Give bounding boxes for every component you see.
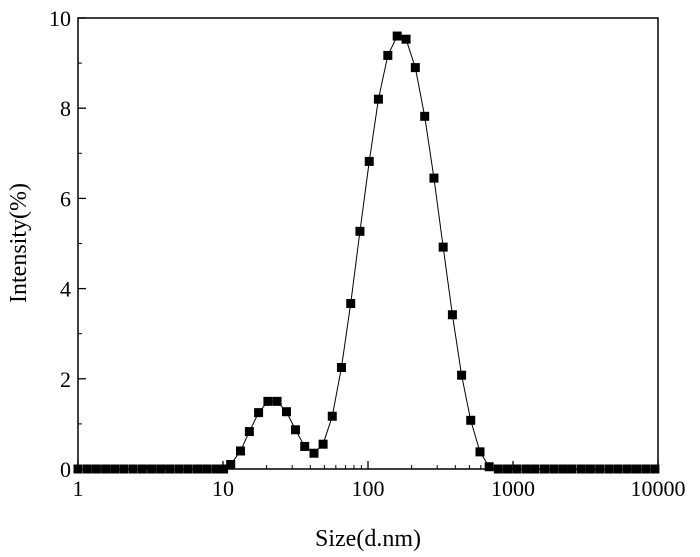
data-point xyxy=(484,462,494,472)
data-point xyxy=(595,464,605,474)
data-point xyxy=(128,464,138,474)
data-point xyxy=(355,226,365,236)
data-point xyxy=(410,63,420,73)
y-tick-label: 4 xyxy=(60,277,71,302)
data-point xyxy=(392,31,402,41)
data-point xyxy=(604,464,614,474)
data-point xyxy=(101,464,111,474)
data-point xyxy=(585,464,595,474)
data-point xyxy=(475,447,485,457)
data-point xyxy=(244,427,254,437)
data-point xyxy=(373,94,383,104)
x-tick-label: 100 xyxy=(352,476,385,501)
data-point xyxy=(281,407,291,417)
y-tick-label: 8 xyxy=(60,96,71,121)
data-point xyxy=(613,464,623,474)
data-point xyxy=(401,34,411,44)
data-point xyxy=(290,425,300,435)
data-point xyxy=(147,464,157,474)
data-point xyxy=(254,408,264,418)
data-point xyxy=(272,396,282,406)
data-point xyxy=(193,464,202,474)
data-point xyxy=(540,464,550,474)
data-point xyxy=(622,464,632,474)
data-point xyxy=(503,464,513,474)
data-point xyxy=(119,464,129,474)
data-point xyxy=(650,464,660,474)
data-point xyxy=(327,411,337,421)
data-point xyxy=(346,298,356,308)
data-point xyxy=(466,415,476,425)
y-axis-title: Intensity(%) xyxy=(6,183,32,303)
x-tick-label: 10 xyxy=(212,476,234,501)
data-point xyxy=(576,464,586,474)
data-point xyxy=(632,464,642,474)
data-point xyxy=(641,464,651,474)
data-point xyxy=(219,464,229,474)
data-point xyxy=(300,441,310,451)
data-point xyxy=(82,464,92,474)
plot-frame xyxy=(77,17,659,470)
x-tick-label: 1 xyxy=(73,476,84,501)
series-markers xyxy=(73,31,660,474)
data-point xyxy=(183,464,193,474)
data-point xyxy=(567,464,577,474)
data-point xyxy=(211,464,221,474)
data-point xyxy=(429,173,439,183)
data-point xyxy=(91,464,101,474)
data-point xyxy=(110,464,120,474)
data-point xyxy=(165,464,175,474)
data-point xyxy=(336,363,346,373)
data-point xyxy=(438,242,448,252)
y-tick-label: 10 xyxy=(49,6,71,31)
data-point xyxy=(549,464,559,474)
data-point xyxy=(383,50,393,60)
data-point xyxy=(309,448,319,458)
data-point xyxy=(521,464,531,474)
data-point xyxy=(493,464,503,474)
data-point xyxy=(202,464,212,474)
data-point xyxy=(226,459,236,469)
data-point xyxy=(137,464,147,474)
y-tick-labels: 0 2 4 6 8 10 xyxy=(49,6,71,482)
data-point xyxy=(420,111,430,121)
y-tick-label: 6 xyxy=(60,186,71,211)
series-line xyxy=(78,35,655,470)
data-point xyxy=(73,464,83,474)
x-axis-title: Size(d.nm) xyxy=(315,526,421,552)
x-tick-label: 1000 xyxy=(491,476,535,501)
axis-ticks xyxy=(77,17,659,470)
data-point xyxy=(174,464,184,474)
y-tick-label: 2 xyxy=(60,367,71,392)
data-point xyxy=(364,156,374,166)
data-point xyxy=(512,464,522,474)
data-point xyxy=(156,464,166,474)
data-point xyxy=(235,446,245,456)
x-tick-label: 10000 xyxy=(631,476,686,501)
data-point xyxy=(318,439,328,449)
data-point xyxy=(263,396,273,406)
data-point xyxy=(457,370,467,380)
data-point xyxy=(558,464,568,474)
data-point xyxy=(530,464,540,474)
x-tick-labels: 1 10 100 1000 10000 xyxy=(73,476,686,501)
y-tick-label: 0 xyxy=(60,457,71,482)
data-point xyxy=(447,310,457,320)
